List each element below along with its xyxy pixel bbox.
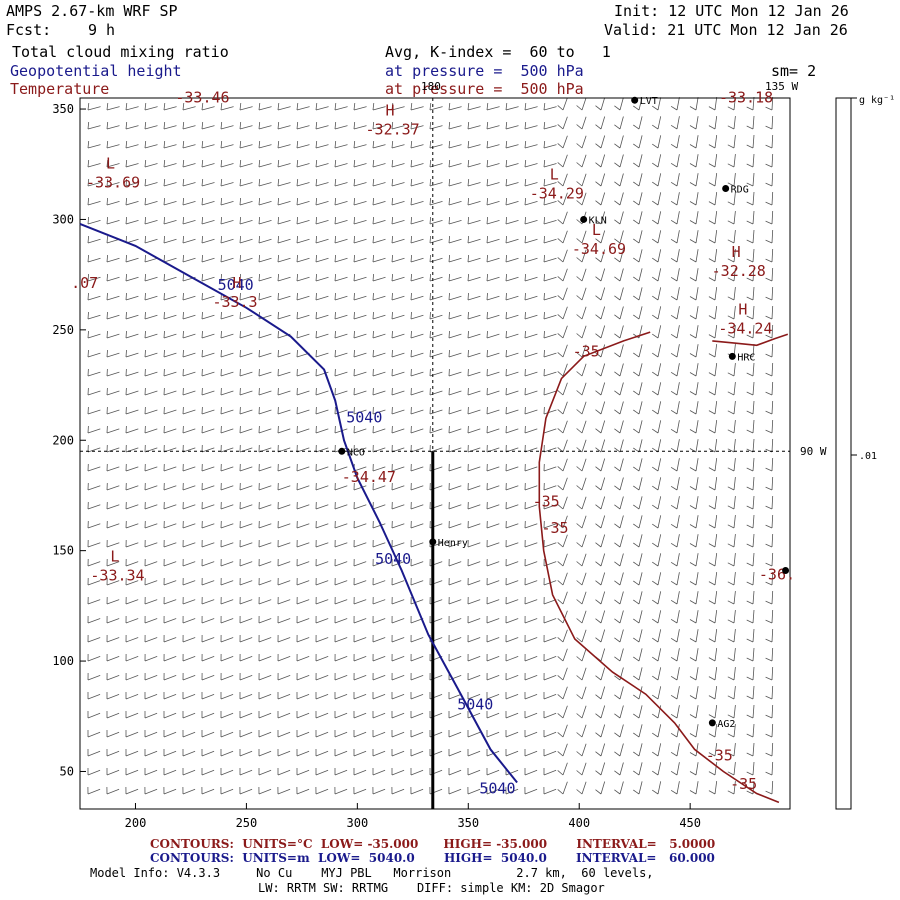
forecast-hours: 9 h bbox=[88, 21, 116, 39]
colorbar-unit: g kg⁻¹ bbox=[859, 95, 895, 106]
wind-barbs bbox=[87, 96, 774, 795]
y-tick-label: 300 bbox=[52, 212, 74, 226]
x-tick-label: 200 bbox=[125, 816, 147, 830]
extremum-value: -34.24 bbox=[718, 319, 772, 337]
x-axis-ticks: 200 250 300 350 400 450 bbox=[125, 803, 701, 830]
contour-label: -35 bbox=[706, 746, 733, 764]
physics-info: LW: RRTM SW: RRTMG DIFF: simple KM: 2D S… bbox=[258, 881, 605, 895]
station-label: LVT bbox=[640, 96, 658, 107]
contour-label: 5040 bbox=[375, 550, 411, 568]
contour-label: 5040 bbox=[457, 696, 493, 714]
station-label: AG2 bbox=[717, 719, 735, 730]
y-tick-label: 200 bbox=[52, 433, 74, 447]
station-dot bbox=[728, 352, 736, 360]
edge-value: -33.18 bbox=[719, 88, 773, 106]
station-dot bbox=[429, 538, 437, 546]
station-markers: LVT RDG KLN HRC NCO Henry AG2 bbox=[338, 96, 790, 730]
station-dot bbox=[338, 447, 346, 455]
station-label: HRC bbox=[737, 352, 755, 363]
contour-label: 5040 bbox=[218, 276, 254, 294]
high-marker: H bbox=[386, 102, 395, 120]
map-frame bbox=[79, 97, 791, 810]
model-info: Model Info: V4.3.3 No Cu MYJ PBL Morriso… bbox=[90, 866, 654, 880]
extremum-value: -32.28 bbox=[712, 262, 766, 280]
station-label: NCO bbox=[347, 447, 365, 458]
contour-line-1 bbox=[538, 331, 780, 804]
contour-label: 5040 bbox=[346, 409, 382, 427]
station-label: KLN bbox=[589, 215, 607, 226]
high-low-markers: H-32.37L-33.69 L-34.29L-34.69 H-32.28H-33.… bbox=[86, 102, 773, 585]
forecast-label: Fcst: bbox=[6, 21, 52, 39]
extremum-value: -33.69 bbox=[86, 174, 140, 192]
x-tick-label: 250 bbox=[236, 816, 258, 830]
low-marker: L bbox=[592, 221, 601, 239]
y-tick-label: 150 bbox=[52, 544, 74, 558]
contour-label: 5040 bbox=[479, 780, 515, 798]
contour-label: -35 bbox=[573, 342, 600, 360]
x-tick-label: 300 bbox=[347, 816, 369, 830]
lon-135w-label: 135 W bbox=[765, 80, 798, 93]
valid-time: Valid: 21 UTC Mon 12 Jan 26 bbox=[604, 21, 848, 39]
field-geopotential: Geopotential height bbox=[10, 62, 182, 80]
extremum-value: -32.37 bbox=[366, 121, 420, 139]
x-tick-label: 350 bbox=[457, 816, 479, 830]
edge-value: .07 bbox=[71, 274, 98, 292]
avg-k-index: Avg, K-index = 60 to 1 bbox=[385, 43, 611, 61]
contour-line-2 bbox=[712, 333, 789, 347]
footer-temp-contours: CONTOURS: UNITS=°C LOW= -35.000 HIGH= -3… bbox=[150, 837, 716, 851]
contour-lines bbox=[79, 222, 789, 804]
lon-180-label: 180 bbox=[421, 80, 441, 93]
low-marker: L bbox=[550, 166, 559, 184]
x-tick-label: 400 bbox=[568, 816, 590, 830]
x-tick-label: 450 bbox=[679, 816, 701, 830]
lon-90w-label: 90 W bbox=[800, 445, 827, 458]
high-marker: H bbox=[232, 274, 241, 292]
model-title: AMPS 2.67-km WRF SP bbox=[6, 2, 178, 20]
pressure-level-temp: at pressure = 500 hPa bbox=[385, 80, 584, 98]
edge-value: -33.46 bbox=[175, 88, 229, 106]
contour-label: -35 bbox=[542, 519, 569, 537]
extremum-value: -34.29 bbox=[530, 185, 584, 203]
colorbar bbox=[835, 97, 852, 810]
footer-height-contours: CONTOURS: UNITS=m LOW= 5040.0 HIGH= 5040… bbox=[150, 851, 715, 865]
contour-line-0 bbox=[79, 222, 518, 784]
low-marker: L bbox=[110, 548, 119, 566]
wind-barb-field bbox=[87, 96, 774, 795]
field-temperature: Temperature bbox=[10, 80, 110, 98]
contour-label: -35 bbox=[730, 775, 757, 793]
y-tick-label: 350 bbox=[52, 102, 74, 116]
smoothing-label: sm= 2 bbox=[771, 62, 817, 80]
edge-value-labels: -33.46 -33.18 .07 -34.47 -36. bbox=[71, 88, 795, 583]
extremum-value: -34.69 bbox=[572, 240, 626, 258]
station-dot bbox=[580, 215, 588, 223]
y-tick-label: 50 bbox=[60, 764, 74, 778]
station-dot bbox=[631, 96, 639, 104]
high-marker: H bbox=[732, 243, 741, 261]
station-dot bbox=[782, 567, 790, 575]
y-tick-label: 250 bbox=[52, 323, 74, 337]
colorbar-tick-label: .01 bbox=[859, 451, 877, 462]
station-dot bbox=[722, 185, 730, 193]
edge-value: -36. bbox=[759, 565, 795, 583]
field-cloud-mixing: Total cloud mixing ratio bbox=[12, 43, 229, 61]
station-dot bbox=[708, 719, 716, 727]
y-tick-label: 100 bbox=[52, 654, 74, 668]
edge-value: -34.47 bbox=[342, 468, 396, 486]
high-marker: H bbox=[738, 300, 747, 318]
pressure-level-height: at pressure = 500 hPa bbox=[385, 62, 584, 80]
contour-labels: 5040 5040 5040 5040 5040 -35 -35 -35 -35 -35 bbox=[218, 276, 758, 797]
contour-label: -35 bbox=[533, 492, 560, 510]
init-time: Init: 12 UTC Mon 12 Jan 26 bbox=[614, 2, 849, 20]
station-label: Henry bbox=[438, 538, 468, 549]
extremum-value: -33.34 bbox=[90, 567, 144, 585]
low-marker: L bbox=[106, 155, 115, 173]
extremum-value: -33.3 bbox=[212, 293, 257, 311]
station-label: RDG bbox=[731, 185, 749, 196]
y-axis-ticks: 50 100 150 200 250 300 350 bbox=[52, 102, 86, 778]
